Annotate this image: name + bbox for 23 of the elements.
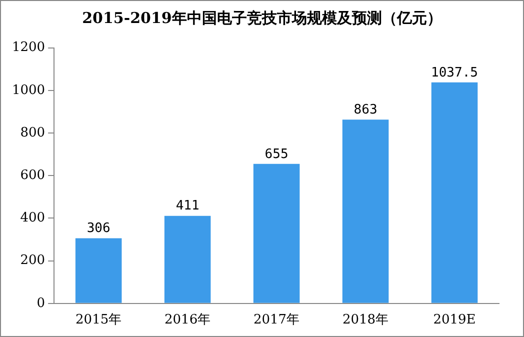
bar bbox=[431, 82, 478, 303]
data-label: 411 bbox=[176, 198, 200, 214]
y-tick-label: 600 bbox=[20, 168, 46, 183]
chart-title: 2015-2019年中国电子竞技市场规模及预测（亿元） bbox=[81, 9, 443, 28]
y-tick-label: 800 bbox=[20, 125, 46, 140]
data-label: 1037.5 bbox=[431, 65, 478, 80]
x-tick-label: 2017年 bbox=[253, 312, 300, 328]
x-tick-label: 2018年 bbox=[342, 312, 389, 328]
y-tick-label: 1200 bbox=[12, 40, 46, 56]
y-tick-label: 0 bbox=[36, 296, 46, 311]
y-tick-label: 200 bbox=[20, 253, 46, 268]
data-label: 863 bbox=[354, 102, 378, 118]
y-tick-label: 400 bbox=[20, 210, 46, 226]
bar bbox=[164, 216, 211, 303]
y-tick-label: 1000 bbox=[12, 82, 46, 98]
data-label: 306 bbox=[86, 221, 110, 236]
x-tick-label: 2019E bbox=[433, 312, 476, 328]
data-label: 655 bbox=[264, 146, 288, 162]
bar bbox=[342, 120, 389, 303]
bar bbox=[253, 164, 300, 303]
x-tick-label: 2015年 bbox=[76, 312, 122, 328]
bar bbox=[75, 238, 122, 303]
x-tick-label: 2016年 bbox=[164, 312, 211, 328]
